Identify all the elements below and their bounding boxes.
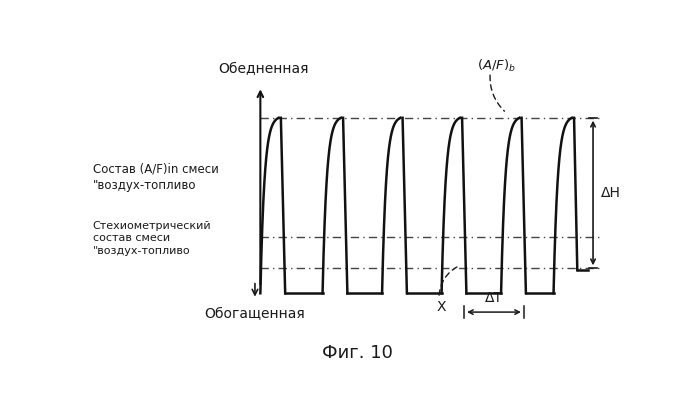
Text: состав смеси: состав смеси: [93, 234, 170, 243]
Text: ΔH: ΔH: [601, 186, 621, 200]
Text: Состав (A/F)in смеси: Состав (A/F)in смеси: [93, 163, 218, 176]
Text: Фиг. 10: Фиг. 10: [322, 344, 393, 362]
Text: X: X: [436, 300, 445, 314]
Text: Обедненная: Обедненная: [218, 62, 309, 76]
Text: "воздух-топливо: "воздух-топливо: [93, 246, 191, 256]
Text: Обогащенная: Обогащенная: [205, 306, 305, 321]
Text: ΔT: ΔT: [485, 291, 503, 305]
Text: "воздух-топливо: "воздух-топливо: [93, 179, 196, 192]
Text: $(A/F)_b$: $(A/F)_b$: [477, 58, 516, 74]
Text: Стехиометрический: Стехиометрический: [93, 221, 211, 231]
